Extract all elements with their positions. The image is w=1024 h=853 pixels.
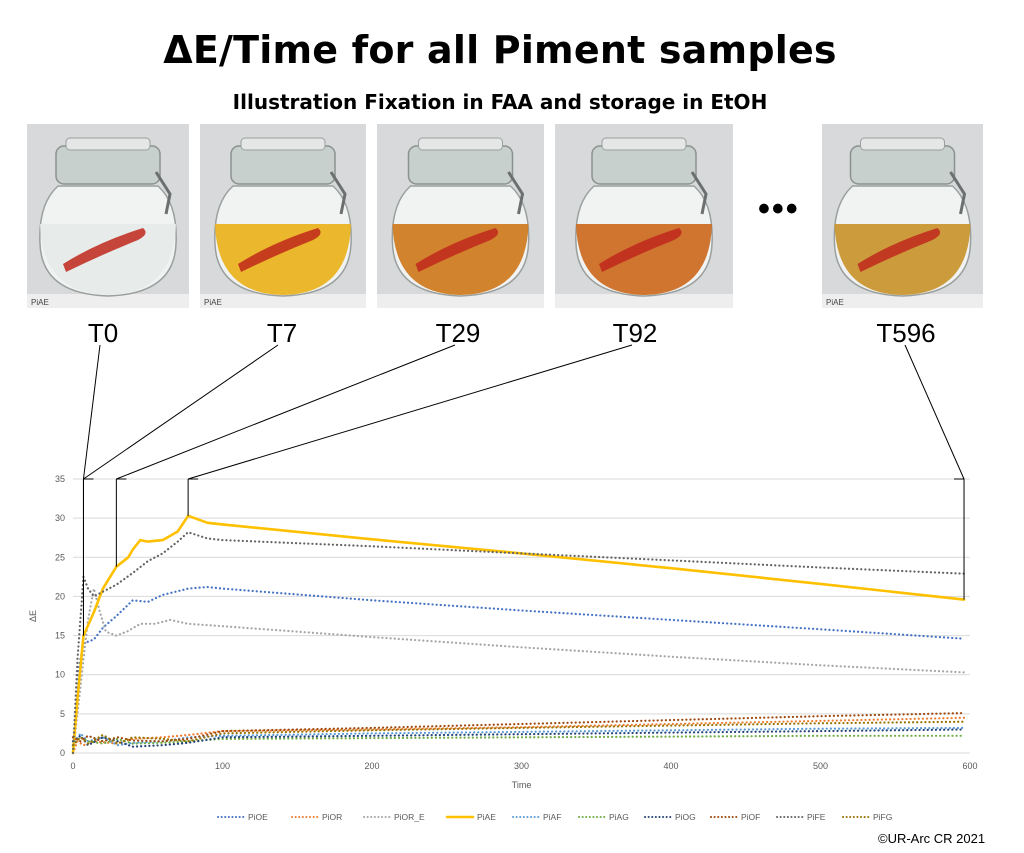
- x-axis-label: Time: [512, 780, 532, 790]
- y-tick-label: 35: [55, 474, 65, 484]
- photo-label: PiAE: [204, 298, 222, 307]
- jar-photo-t7: PiAE: [200, 124, 366, 308]
- time-label-t29: T29: [435, 318, 481, 348]
- x-tick-label: 600: [962, 761, 977, 771]
- jar-photo-t596: PiAE: [822, 124, 983, 308]
- x-tick-label: 500: [813, 761, 828, 771]
- series-line-pior-e: [71, 587, 966, 755]
- legend-label-piae: PiAE: [477, 812, 496, 822]
- series-line-piae: [71, 514, 966, 755]
- y-axis-label: ΔE: [28, 610, 38, 622]
- jar-photo-t29: [377, 124, 544, 308]
- legend-label-pioe: PiOE: [248, 812, 268, 822]
- time-label-t596: T596: [876, 318, 936, 348]
- callout-connector: [904, 344, 965, 480]
- x-tick-label: 100: [215, 761, 230, 771]
- series-line-pifg: [71, 720, 966, 747]
- y-tick-label: 20: [55, 591, 65, 601]
- ellipsis-icon: •••: [758, 190, 800, 228]
- jar-photo-t92: [555, 124, 733, 308]
- series-line-pife: [71, 531, 966, 755]
- y-tick-label: 10: [55, 670, 65, 680]
- time-label-t7: T7: [266, 318, 298, 348]
- legend-label-pior-e: PiOR_E: [394, 812, 425, 822]
- legend-label-pior: PiOR: [322, 812, 342, 822]
- photo-label: PiAE: [31, 298, 49, 307]
- x-tick-label: 400: [663, 761, 678, 771]
- copyright-text: ©UR-Arc CR 2021: [878, 831, 986, 846]
- legend-label-piaf: PiAF: [543, 812, 561, 822]
- y-tick-label: 25: [55, 552, 65, 562]
- legend-label-piag: PiAG: [609, 812, 629, 822]
- callout-connector: [82, 344, 101, 480]
- y-tick-label: 30: [55, 513, 65, 523]
- y-tick-label: 15: [55, 631, 65, 641]
- callout-connector: [116, 344, 456, 480]
- page-subtitle: Illustration Fixation in FAA and storage…: [232, 90, 768, 114]
- series-line-pioe: [71, 585, 966, 755]
- callout-connector: [83, 344, 279, 480]
- callout-connector: [187, 344, 633, 480]
- series-line-piag: [71, 734, 966, 747]
- y-tick-label: 0: [60, 748, 65, 758]
- legend-label-piog: PiOG: [675, 812, 696, 822]
- legend-label-pife: PiFE: [807, 812, 826, 822]
- x-tick-label: 300: [514, 761, 529, 771]
- y-tick-label: 5: [60, 709, 65, 719]
- time-label-t0: T0: [87, 318, 119, 348]
- page-title: ΔE/Time for all Piment samples: [163, 28, 837, 72]
- legend-label-piof: PiOF: [741, 812, 760, 822]
- series-line-piog: [71, 728, 966, 748]
- photo-label: PiAE: [826, 298, 844, 307]
- x-tick-label: 0: [70, 761, 75, 771]
- series-line-pior: [71, 716, 966, 755]
- jar-photo-t0: PiAE: [27, 124, 189, 308]
- time-label-t92: T92: [612, 318, 658, 348]
- x-tick-label: 200: [364, 761, 379, 771]
- legend-label-pifg: PiFG: [873, 812, 892, 822]
